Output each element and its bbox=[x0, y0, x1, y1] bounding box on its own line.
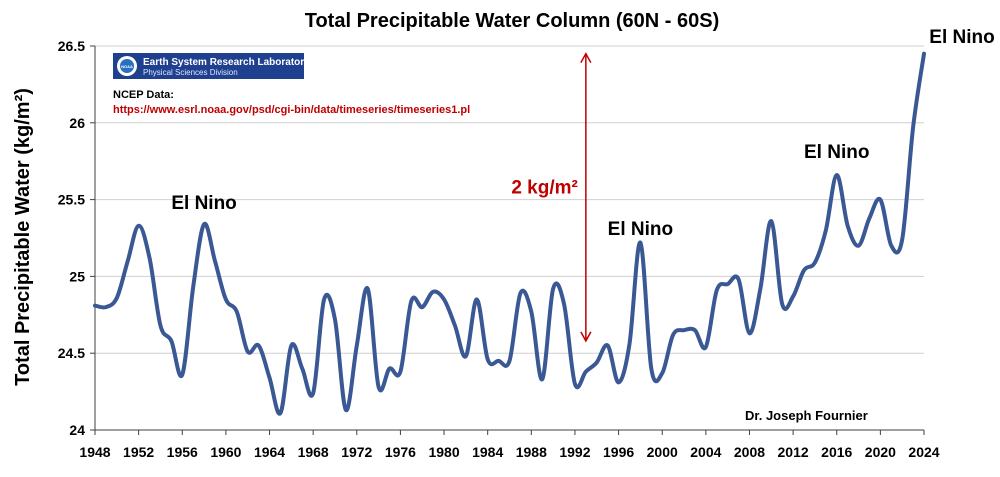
annotations: El Nino El Nino El Nino El Nino bbox=[171, 27, 994, 240]
x-tick-label: 1948 bbox=[79, 444, 110, 460]
annotation-el-nino: El Nino bbox=[804, 142, 869, 163]
x-tick-label: 1984 bbox=[472, 444, 503, 460]
axes bbox=[94, 46, 924, 431]
x-tick-label: 2000 bbox=[647, 444, 678, 460]
annotation-el-nino: El Nino bbox=[608, 219, 673, 240]
x-tick-label: 1956 bbox=[167, 444, 198, 460]
series-layer bbox=[93, 51, 926, 416]
chart-title: Total Precipitable Water Column (60N - 6… bbox=[305, 10, 720, 32]
logo-subtitle: Physical Sciences Division bbox=[143, 68, 238, 77]
grid bbox=[95, 45, 924, 354]
range-arrow-label: 2 kg/m² bbox=[511, 177, 578, 198]
x-tick-label: 1992 bbox=[559, 444, 590, 460]
x-axis-ticks: 1948 1952 1956 1960 1964 1968 1972 1976 1980 1984… bbox=[79, 430, 940, 460]
logo-title: Earth System Research Laboratory bbox=[143, 57, 310, 68]
author-credit: Dr. Joseph Fournier bbox=[745, 408, 868, 423]
source-label: NCEP Data: bbox=[113, 89, 174, 101]
source-url[interactable]: https://www.esrl.noaa.gov/psd/cgi-bin/da… bbox=[113, 104, 470, 116]
y-axis-label: Total Precipitable Water (kg/m²) bbox=[12, 88, 34, 386]
x-tick-label: 1952 bbox=[123, 444, 154, 460]
noaa-logo-banner bbox=[113, 53, 304, 79]
x-tick-label: 2024 bbox=[908, 444, 939, 460]
y-tick-label: 26 bbox=[69, 115, 85, 131]
range-arrow-head-top bbox=[580, 52, 592, 64]
x-tick-label: 2008 bbox=[734, 444, 765, 460]
y-tick-label: 25.5 bbox=[58, 192, 85, 208]
range-arrow-head-bottom bbox=[580, 331, 592, 343]
x-tick-label: 1968 bbox=[298, 444, 329, 460]
x-tick-label: 1972 bbox=[341, 444, 372, 460]
y-axis-ticks: 24 24.5 25 25.5 26 26.5 bbox=[58, 38, 95, 438]
y-tick-label: 25 bbox=[69, 268, 85, 284]
x-tick-label: 1960 bbox=[210, 444, 241, 460]
y-tick-label: 24 bbox=[69, 422, 85, 438]
source-box: NOAA Earth System Research Laboratory Ph… bbox=[113, 53, 470, 116]
annotation-el-nino: El Nino bbox=[929, 27, 994, 48]
y-tick-label: 24.5 bbox=[58, 345, 85, 361]
x-tick-label: 1996 bbox=[603, 444, 634, 460]
annotation-el-nino: El Nino bbox=[171, 193, 236, 214]
x-tick-label: 1964 bbox=[254, 444, 285, 460]
range-arrow: 2 kg/m² bbox=[511, 52, 592, 343]
series-line bbox=[93, 51, 926, 416]
noaa-logo-icon-inner bbox=[120, 59, 134, 73]
x-tick-label: 1988 bbox=[516, 444, 547, 460]
x-tick-label: 2016 bbox=[821, 444, 852, 460]
y-tick-label: 26.5 bbox=[58, 38, 85, 54]
x-tick-label: 1976 bbox=[385, 444, 416, 460]
x-tick-label: 2020 bbox=[865, 444, 896, 460]
x-tick-label: 2004 bbox=[690, 444, 721, 460]
noaa-logo-org: NOAA bbox=[121, 64, 133, 69]
x-tick-label: 1980 bbox=[428, 444, 459, 460]
x-tick-label: 2012 bbox=[778, 444, 809, 460]
